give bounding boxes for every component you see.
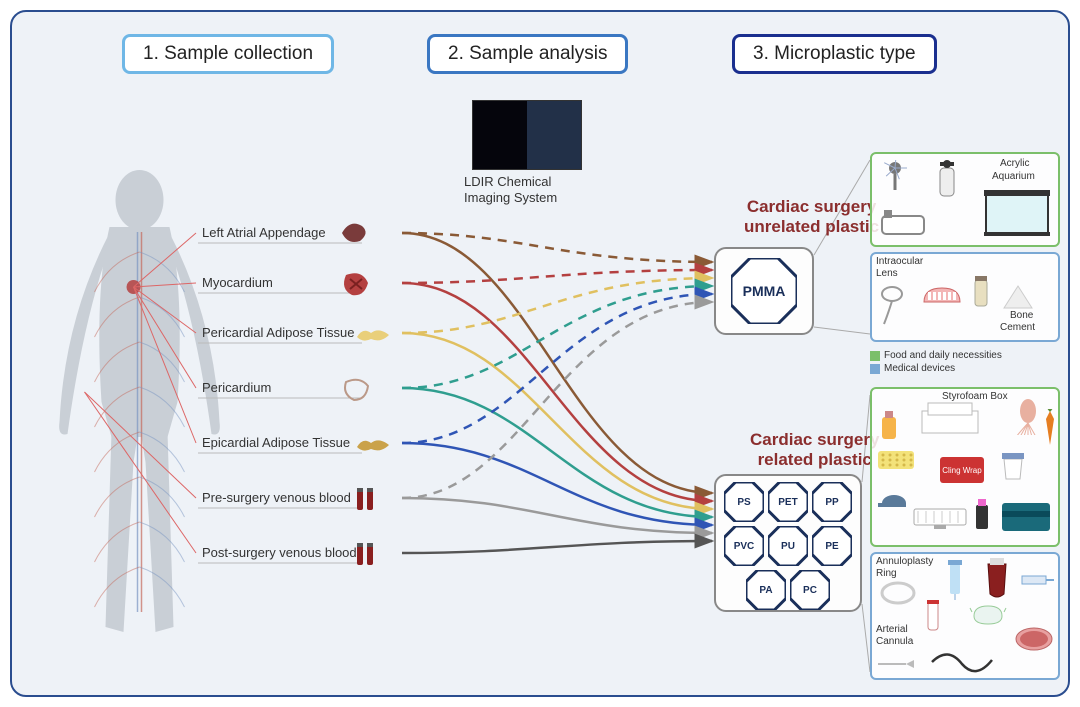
panel-caption: Arterial [876, 624, 908, 635]
line1: Cardiac surgery [747, 197, 876, 216]
panel-related-daily: Styrofoam BoxCling Wrap [870, 387, 1060, 547]
header-label: 3. Microplastic type [753, 43, 916, 64]
plastic-octagon: PU [768, 526, 808, 566]
title-related: Cardiac surgery related plastic [750, 430, 879, 469]
legend-swatch [870, 364, 880, 374]
panel-caption: Cannula [876, 636, 913, 647]
tissue-label: Left Atrial Appendage [202, 225, 326, 240]
legend-row: Food and daily necessities [870, 350, 1002, 361]
plastic-abbrev: PU [781, 541, 795, 552]
tissue-label: Pericardial Adipose Tissue [202, 325, 354, 340]
panel-caption: Aquarium [992, 171, 1035, 182]
plastic-abbrev: PC [803, 585, 817, 596]
panel-icon [1020, 572, 1054, 595]
panel-icon [918, 401, 982, 442]
panel-icon [928, 650, 998, 681]
plastic-octagon: PS [724, 482, 764, 522]
tissue-label: Pericardium [202, 380, 271, 395]
ldir-line2: Imaging System [464, 190, 557, 205]
panel-icon [1014, 626, 1054, 657]
legend: Food and daily necessities Medical device… [870, 350, 1002, 376]
diagram-frame: 1. Sample collection 2. Sample analysis … [10, 10, 1070, 697]
tissue-label: Post-surgery venous blood [202, 545, 357, 560]
plastic-abbrev: PET [778, 497, 797, 508]
panel-icon [982, 188, 1052, 243]
panel-icon [942, 560, 968, 605]
panel-icon [934, 160, 960, 205]
header-sample-analysis: 2. Sample analysis [427, 34, 628, 74]
panel-icon [878, 160, 912, 209]
panel-icon [1000, 451, 1026, 486]
panel-icon [878, 580, 918, 611]
panel-icon [880, 208, 926, 243]
plastic-box-unrelated: PMMA [714, 247, 814, 335]
svg-text:Cling Wrap: Cling Wrap [942, 466, 982, 475]
panel-unrelated-medical: IntraocularLensBoneCement [870, 252, 1060, 342]
ldir-line1: LDIR Chemical [464, 174, 551, 189]
header-label: 1. Sample collection [143, 43, 313, 64]
legend-row: Medical devices [870, 363, 1002, 374]
legend-label: Food and daily necessities [884, 350, 1002, 361]
panel-icon [912, 507, 968, 536]
plastic-abbrev: PMMA [743, 283, 786, 299]
legend-swatch [870, 351, 880, 361]
ldir-left [473, 101, 527, 169]
plastic-abbrev: PP [825, 497, 838, 508]
ldir-right [527, 101, 581, 169]
plastic-octagon: PE [812, 526, 852, 566]
plastic-octagon: PC [790, 570, 830, 610]
title-unrelated: Cardiac surgery unrelated plastic [744, 197, 879, 236]
plastic-abbrev: PA [759, 585, 772, 596]
header-label: 2. Sample analysis [448, 43, 607, 64]
ldir-caption: LDIR Chemical Imaging System [464, 174, 557, 207]
header-microplastic-type: 3. Microplastic type [732, 34, 937, 74]
plastic-box-related: PS PET PP PVC PU PE PA PC [714, 474, 862, 612]
panel-icon [1000, 501, 1052, 538]
line1: Cardiac surgery [750, 430, 879, 449]
panel-icon [878, 411, 900, 448]
legend-label: Medical devices [884, 363, 955, 374]
panel-caption: Cement [1000, 322, 1035, 333]
plastic-octagon: PA [746, 570, 786, 610]
tissue-label: Pre-surgery venous blood [202, 490, 351, 505]
panel-icon [972, 276, 990, 315]
panel-icon [972, 499, 992, 538]
panel-unrelated-daily: Acrylic Aquarium [870, 152, 1060, 247]
panel-caption: Annuloplasty [876, 556, 933, 567]
panel-related-medical: AnnuloplastyRing ArterialCannula [870, 552, 1060, 680]
plastic-octagon: PMMA [731, 258, 797, 324]
panel-caption: Intraocular [876, 256, 923, 267]
panel-icon [1002, 284, 1034, 315]
plastic-octagon: PET [768, 482, 808, 522]
plastic-octagon: PVC [724, 526, 764, 566]
plastic-octagon: PP [812, 482, 852, 522]
panel-caption: Ring [876, 568, 897, 579]
panel-icon [878, 451, 914, 474]
panel-icon [878, 284, 912, 333]
panel-icon [920, 282, 964, 317]
header-sample-collection: 1. Sample collection [122, 34, 334, 74]
plastic-abbrev: PVC [734, 541, 755, 552]
panel-icon [982, 558, 1012, 605]
line2: unrelated plastic [744, 217, 879, 236]
panel-icon [878, 489, 908, 514]
panel-icon [1040, 409, 1060, 454]
panel-caption: Acrylic [1000, 158, 1029, 169]
plastic-abbrev: PE [825, 541, 838, 552]
panel-icon [968, 602, 1008, 635]
plastic-abbrev: PS [737, 497, 750, 508]
tissue-label: Epicardial Adipose Tissue [202, 435, 350, 450]
panel-icon: Cling Wrap [938, 455, 986, 490]
panel-caption: Lens [876, 268, 898, 279]
ldir-image [472, 100, 582, 170]
panel-icon [876, 654, 916, 679]
panel-icon [922, 600, 944, 639]
tissue-label: Myocardium [202, 275, 273, 290]
line2: related plastic [758, 450, 872, 469]
